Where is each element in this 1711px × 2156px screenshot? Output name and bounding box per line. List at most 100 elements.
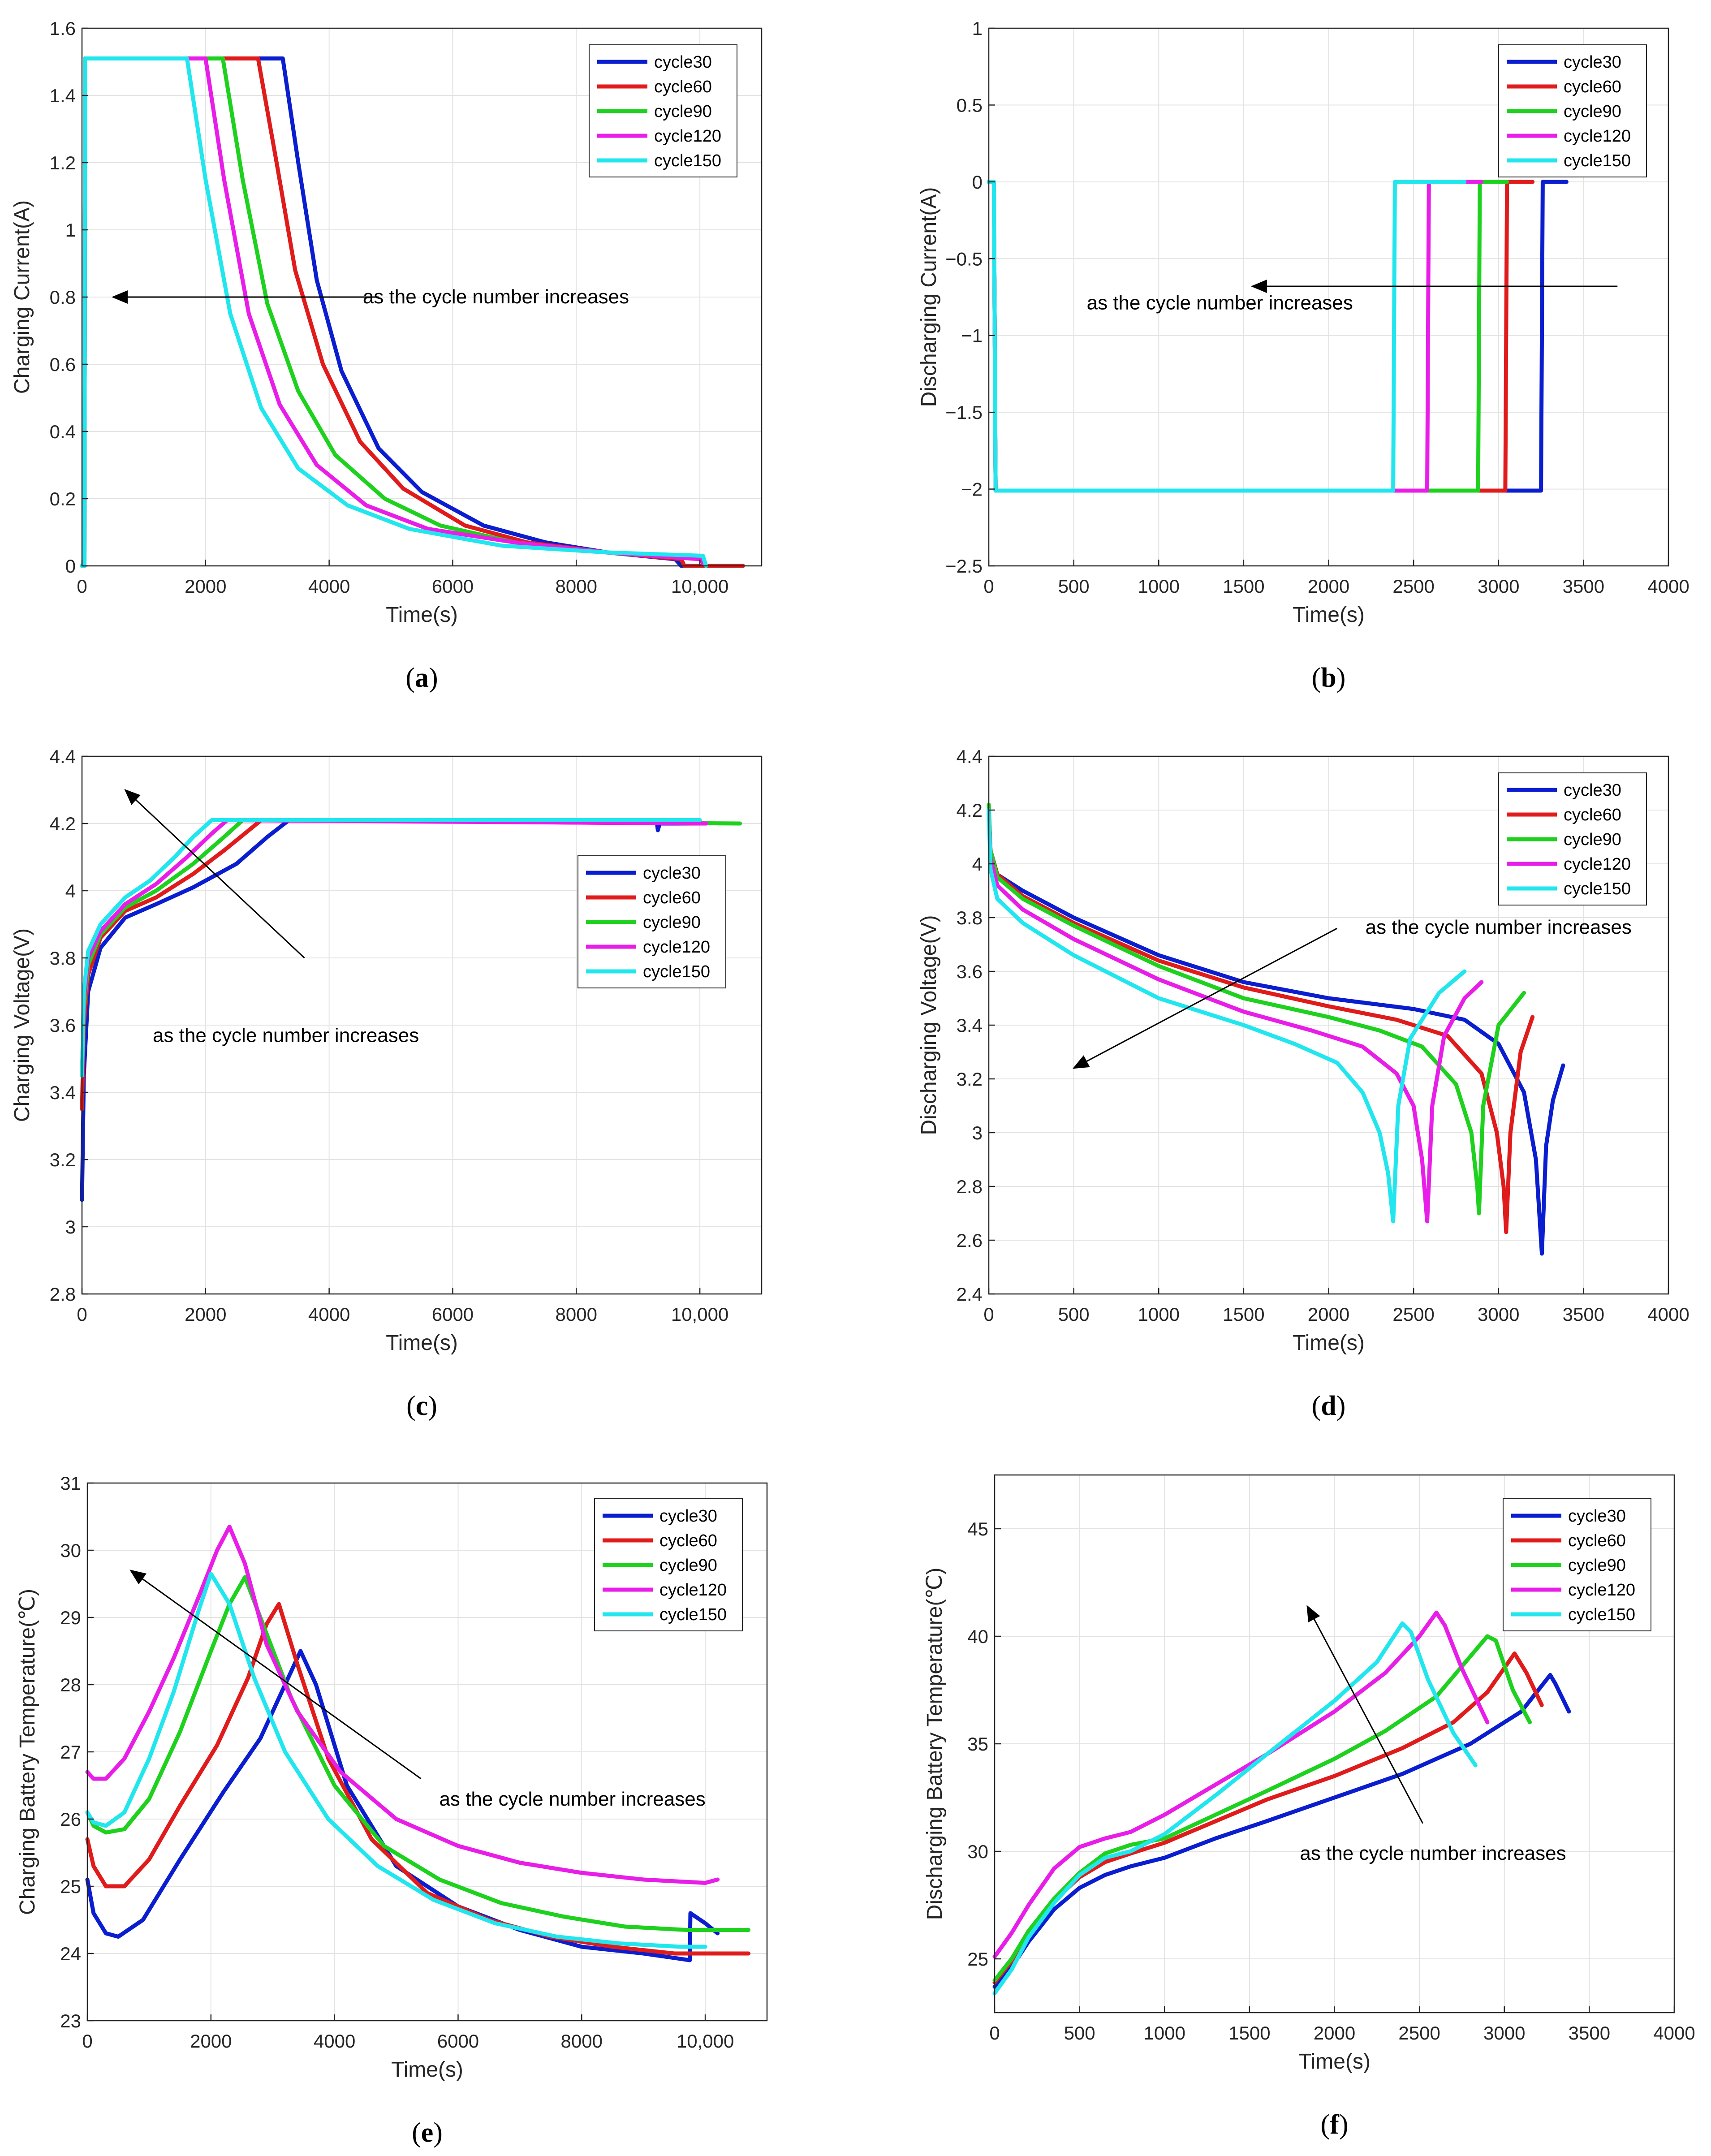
y-tick-label: 1.6 bbox=[50, 18, 76, 39]
legend-label-cycle30: cycle30 bbox=[1564, 781, 1621, 800]
y-tick-label: 0 bbox=[972, 172, 983, 193]
x-tick-label: 2500 bbox=[1392, 576, 1434, 597]
y-tick-label: 1.4 bbox=[50, 85, 76, 106]
y-tick-label: 3.2 bbox=[50, 1149, 76, 1170]
y-tick-label: 27 bbox=[60, 1742, 81, 1763]
series-line-cycle30 bbox=[987, 808, 1565, 1256]
x-tick-label: 1000 bbox=[1138, 576, 1180, 597]
caption-letter: f bbox=[1330, 2109, 1340, 2140]
y-tick-label: 2.6 bbox=[957, 1230, 983, 1251]
y-tick-label: 30 bbox=[967, 1841, 988, 1862]
chart-d: 0 500 1000 1500 2000 2500 3000 3500 4000 2.4 2.6 2.… bbox=[917, 746, 1689, 1421]
subfigure-caption: (e) bbox=[412, 2117, 443, 2148]
chart-b: 0 500 1000 1500 2000 2500 3000 3500 4000 −2.5 −2 −1… bbox=[917, 18, 1689, 693]
caption-letter: c bbox=[416, 1391, 428, 1421]
annotation-text: as the cycle number increases bbox=[1300, 1842, 1566, 1864]
x-tick-label: 0 bbox=[983, 1304, 994, 1325]
y-tick-label: 3 bbox=[65, 1216, 76, 1238]
x-axis-label: Time(s) bbox=[1298, 2050, 1371, 2074]
x-tick-label: 1500 bbox=[1223, 1304, 1264, 1325]
legend-label-cycle120: cycle120 bbox=[654, 127, 721, 146]
y-axis-label: Charging Voltage(V) bbox=[10, 928, 34, 1122]
chart-a: 0 2000 4000 6000 8000 10,000 0 0.2 0.4 0.6 0.8 1 1.2… bbox=[10, 18, 763, 693]
y-axis-label: Charging Battery Temperature(℃) bbox=[16, 1589, 39, 1915]
series-line-cycle30 bbox=[80, 818, 702, 1202]
y-tick-label: 0.5 bbox=[957, 95, 983, 116]
subfigure-caption: (d) bbox=[1312, 1391, 1346, 1421]
x-tick-label: 4000 bbox=[314, 2031, 355, 2052]
legend-label-cycle150: cycle150 bbox=[659, 1605, 727, 1624]
y-axis-label: Discharging Current(A) bbox=[917, 187, 941, 407]
legend-label-cycle60: cycle60 bbox=[654, 78, 712, 96]
legend-label-cycle90: cycle90 bbox=[1564, 830, 1621, 849]
y-axis-label: Discharging Battery Temperature(℃) bbox=[923, 1568, 947, 1920]
x-tick-label: 4000 bbox=[308, 576, 350, 597]
y-tick-label: 4.2 bbox=[957, 800, 983, 821]
x-tick-label: 10,000 bbox=[671, 1304, 728, 1325]
x-axis-label: Time(s) bbox=[391, 2058, 463, 2082]
y-tick-label: 40 bbox=[967, 1626, 988, 1647]
x-tick-label: 2000 bbox=[185, 1304, 226, 1325]
x-tick-label: 3500 bbox=[1569, 2022, 1610, 2044]
chart-e: 0 2000 4000 6000 8000 10,000 23 24 25 26 27 28 29 30 3… bbox=[16, 1473, 768, 2148]
x-tick-label: 8000 bbox=[561, 2031, 603, 2052]
y-tick-label: 23 bbox=[60, 2010, 81, 2031]
x-axis-label: Time(s) bbox=[386, 603, 458, 627]
x-tick-label: 0 bbox=[77, 1304, 87, 1325]
legend-label-cycle150: cycle150 bbox=[643, 962, 710, 981]
legend-label-cycle60: cycle60 bbox=[1564, 78, 1621, 96]
legend-label-cycle90: cycle90 bbox=[1568, 1556, 1626, 1575]
legend-label-cycle30: cycle30 bbox=[659, 1507, 717, 1526]
y-tick-label: 3 bbox=[972, 1122, 983, 1143]
legend-label-cycle30: cycle30 bbox=[1564, 53, 1621, 72]
series-line-cycle150 bbox=[992, 1621, 1478, 1996]
subfigure-caption: (b) bbox=[1312, 663, 1346, 693]
y-tick-label: 4.4 bbox=[957, 746, 983, 767]
series-line-cycle120 bbox=[992, 1610, 1490, 1959]
x-tick-label: 2000 bbox=[1314, 2022, 1355, 2044]
y-tick-label: 30 bbox=[60, 1540, 81, 1561]
legend-label-cycle150: cycle150 bbox=[1564, 151, 1631, 170]
x-tick-label: 4000 bbox=[308, 1304, 350, 1325]
y-tick-label: 3.2 bbox=[957, 1069, 983, 1090]
caption-letter: e bbox=[421, 2117, 434, 2148]
x-tick-label: 1500 bbox=[1223, 576, 1264, 597]
y-tick-label: 3.6 bbox=[957, 961, 983, 982]
y-tick-label: 3.6 bbox=[50, 1015, 76, 1036]
x-tick-label: 3000 bbox=[1483, 2022, 1525, 2044]
y-tick-label: −1 bbox=[961, 325, 983, 346]
annotation-text: as the cycle number increases bbox=[439, 1788, 705, 1810]
caption-letter: a bbox=[415, 663, 429, 693]
x-tick-label: 2000 bbox=[1308, 576, 1349, 597]
y-tick-label: −0.5 bbox=[945, 248, 983, 269]
x-tick-label: 8000 bbox=[556, 1304, 597, 1325]
x-tick-label: 10,000 bbox=[677, 2031, 734, 2052]
y-tick-label: 1 bbox=[972, 18, 983, 39]
x-axis-label: Time(s) bbox=[1293, 603, 1365, 627]
x-tick-label: 6000 bbox=[432, 1304, 474, 1325]
legend-label-cycle120: cycle120 bbox=[1568, 1581, 1635, 1600]
x-tick-label: 1500 bbox=[1228, 2022, 1270, 2044]
y-tick-label: 25 bbox=[60, 1876, 81, 1897]
series-line-cycle150 bbox=[987, 808, 1467, 1224]
series-line-cycle150 bbox=[80, 818, 702, 1078]
annotation-arrow bbox=[124, 789, 305, 959]
y-tick-label: 2.8 bbox=[50, 1284, 76, 1305]
legend: cycle30 cycle60 cycle90 cycle120 cycle150 bbox=[589, 44, 737, 177]
x-tick-label: 2500 bbox=[1398, 2022, 1440, 2044]
legend-label-cycle150: cycle150 bbox=[1568, 1605, 1635, 1624]
x-tick-label: 1000 bbox=[1138, 1304, 1180, 1325]
series-line-cycle150 bbox=[80, 56, 708, 568]
y-tick-label: 4 bbox=[972, 854, 983, 875]
y-tick-label: 3.8 bbox=[50, 948, 76, 969]
legend-label-cycle120: cycle120 bbox=[1564, 127, 1631, 146]
annotation-arrow bbox=[1072, 927, 1338, 1069]
legend: cycle30 cycle60 cycle90 cycle120 cycle150 bbox=[1498, 44, 1647, 177]
x-tick-label: 0 bbox=[77, 576, 87, 597]
y-tick-label: 4.2 bbox=[50, 813, 76, 834]
y-tick-label: −1.5 bbox=[945, 402, 983, 423]
y-tick-label: 2.4 bbox=[957, 1284, 983, 1305]
annotation-arrow bbox=[129, 1570, 422, 1780]
legend-label-cycle150: cycle150 bbox=[1564, 880, 1631, 898]
